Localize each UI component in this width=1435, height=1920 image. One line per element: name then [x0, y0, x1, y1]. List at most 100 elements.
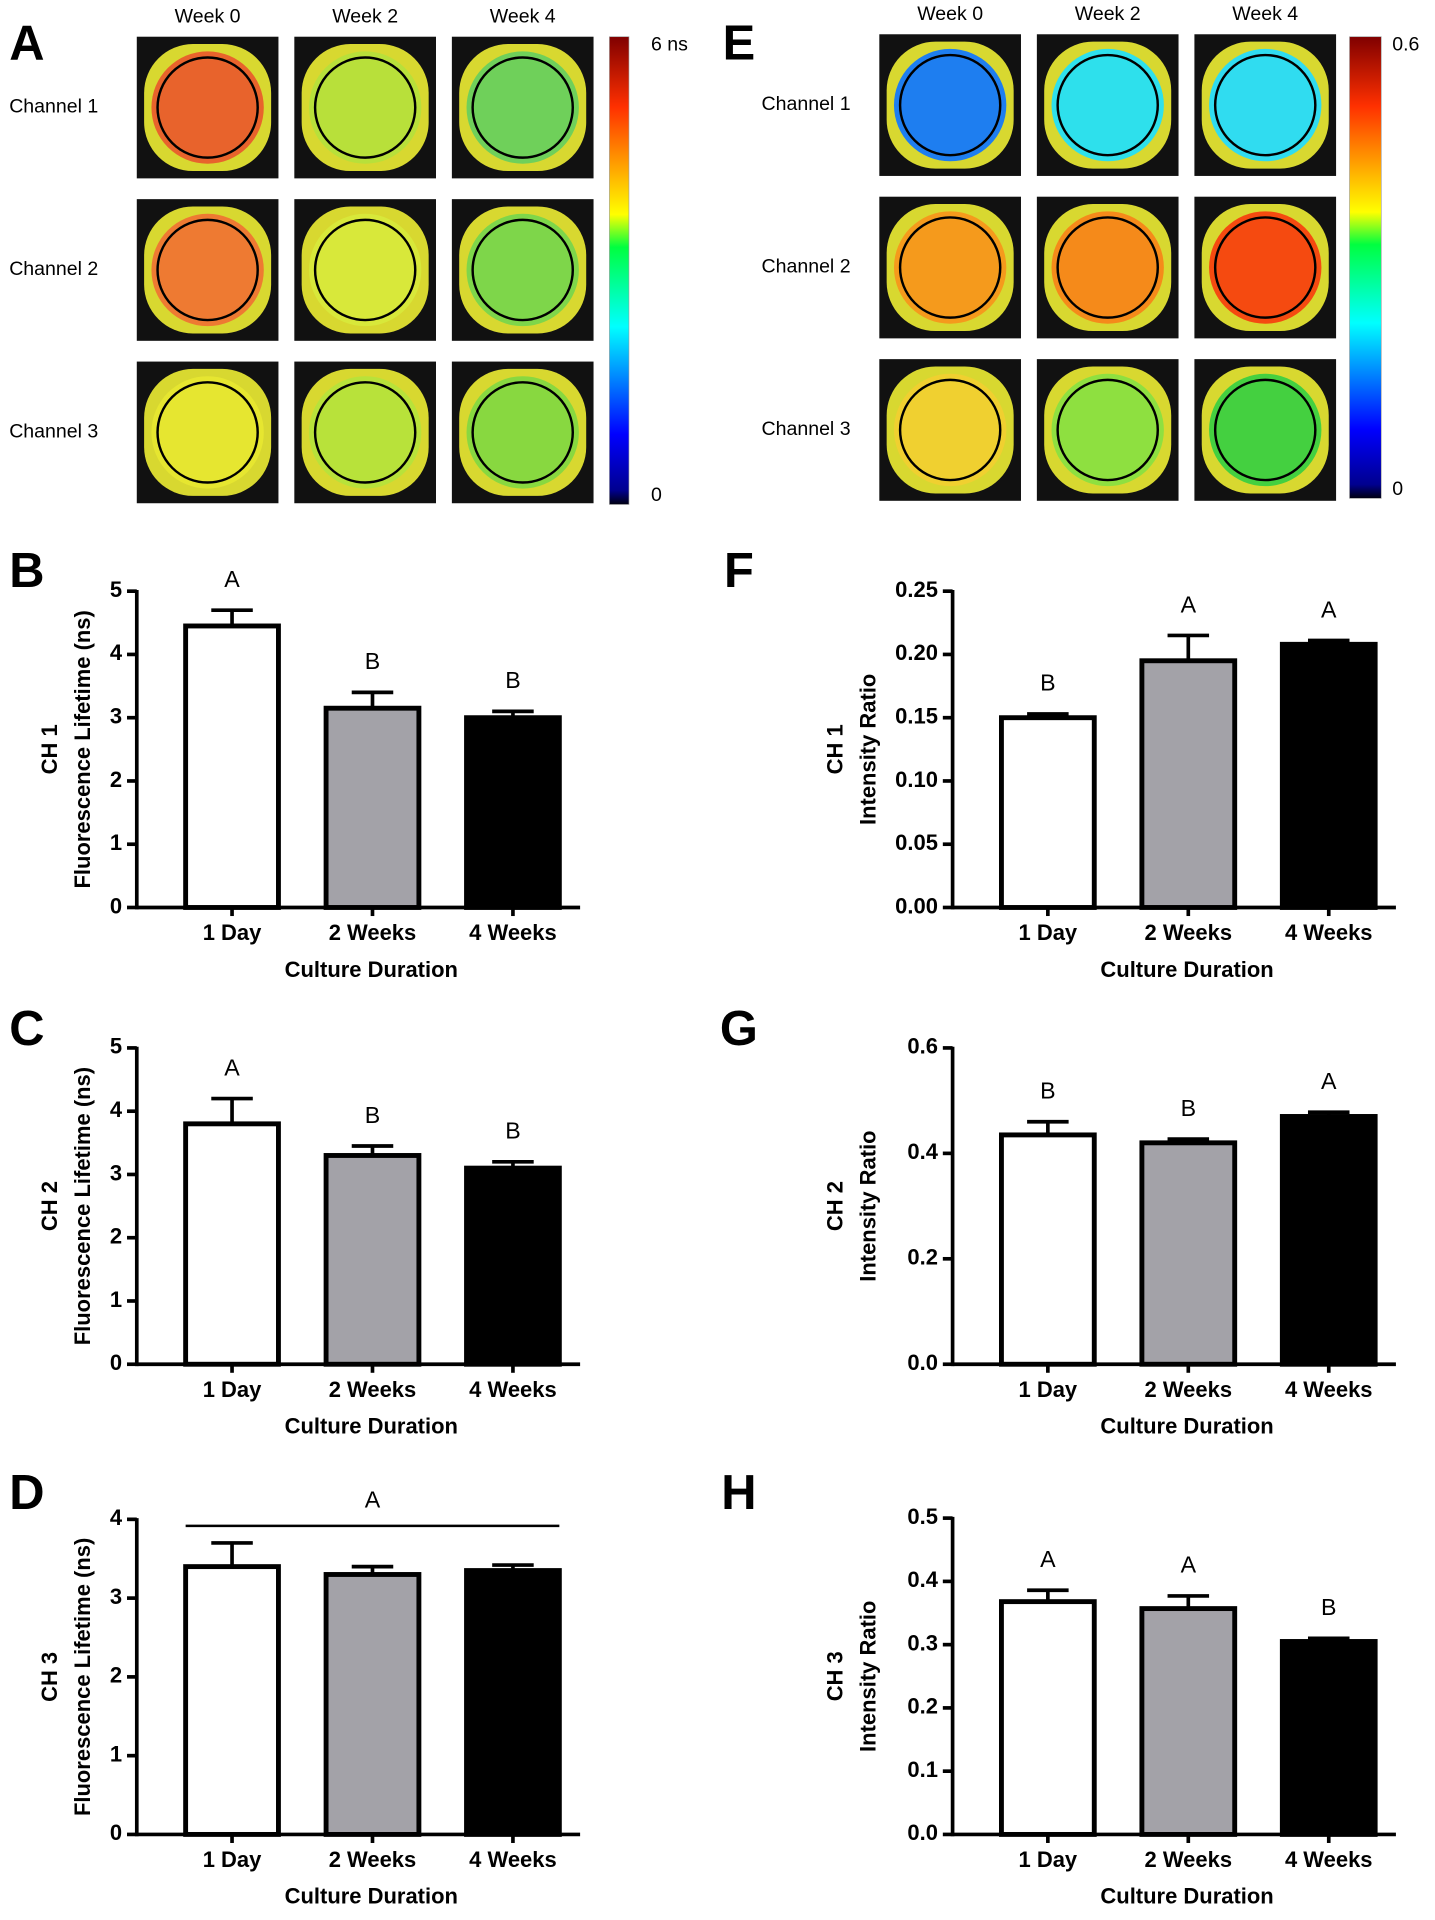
y-axis-label: CH 1	[37, 724, 62, 774]
colorbar-min-label: 0	[1392, 478, 1403, 500]
y-tick-label: 2	[110, 1663, 122, 1688]
significance-letter: B	[505, 667, 520, 693]
roi-circle	[313, 218, 417, 322]
bar	[183, 1564, 281, 1837]
sample-core	[151, 376, 264, 489]
y-axis-label: CH 3	[37, 1652, 62, 1702]
roi-circle	[471, 381, 575, 484]
x-tick-label: 1 Day	[1019, 920, 1078, 945]
y-tick-label: 3	[110, 1584, 122, 1609]
sample-core	[466, 213, 579, 327]
x-axis-label: Culture Duration	[1100, 957, 1273, 982]
x-tick-label: 1 Day	[1019, 1377, 1078, 1402]
y-axis-label: CH 2	[37, 1181, 62, 1231]
significance-letter: B	[1040, 1078, 1055, 1104]
row-label: Channel 2	[9, 258, 98, 280]
significance-letter: B	[1040, 670, 1055, 696]
bar	[323, 1153, 422, 1367]
sample-core	[893, 48, 1007, 162]
sample-core	[1051, 48, 1164, 162]
x-axis-label: Culture Duration	[285, 1884, 458, 1909]
x-tick-label: 2 Weeks	[329, 920, 417, 945]
x-tick-label: 4 Weeks	[469, 920, 557, 945]
colorbar-max-label: 0.6	[1392, 33, 1419, 55]
roi-circle	[1213, 378, 1317, 482]
roi-circle	[313, 381, 417, 484]
x-tick-label: 4 Weeks	[1285, 1847, 1373, 1872]
y-tick-label: 0.0	[907, 1820, 938, 1845]
bar	[1279, 1114, 1378, 1367]
panel-label: F	[724, 544, 754, 598]
y-tick-label: 0.20	[895, 640, 938, 665]
significance-letter: B	[505, 1118, 520, 1144]
panel-label: D	[9, 1466, 44, 1520]
significance-letter: A	[1181, 591, 1197, 617]
y-axis-label: Fluorescence Lifetime (ns)	[70, 1538, 95, 1816]
significance-letter: B	[365, 648, 380, 674]
sample-core	[308, 51, 422, 164]
significance-letter: A	[1321, 596, 1337, 622]
bar	[464, 1165, 562, 1367]
sample-core	[466, 51, 579, 164]
y-tick-label: 0.6	[907, 1034, 938, 1059]
significance-letter: A	[365, 1487, 381, 1513]
column-label: Week 4	[490, 5, 556, 27]
x-tick-label: 1 Day	[203, 920, 262, 945]
y-axis-label: Intensity Ratio	[855, 674, 880, 825]
y-tick-label: 1	[110, 1741, 122, 1766]
y-tick-label: 0	[110, 1820, 122, 1845]
row-label: Channel 1	[762, 93, 851, 115]
sample-core	[1051, 211, 1164, 324]
y-axis-label: CH 1	[822, 724, 847, 774]
y-tick-label: 0.10	[895, 767, 938, 792]
x-tick-label: 2 Weeks	[329, 1847, 417, 1872]
bar	[183, 1121, 281, 1367]
y-tick-label: 1	[110, 830, 122, 855]
y-tick-label: 0.2	[907, 1245, 938, 1270]
bar	[464, 1568, 562, 1837]
significance-letter: A	[224, 1054, 240, 1080]
panel-label: B	[9, 544, 44, 598]
roi-circle	[898, 378, 1002, 482]
panel-label: H	[721, 1466, 756, 1520]
x-tick-label: 2 Weeks	[329, 1377, 417, 1402]
x-tick-label: 2 Weeks	[1145, 920, 1233, 945]
bar	[1139, 658, 1238, 910]
roi-circle	[471, 218, 575, 322]
roi-circle	[898, 53, 1002, 157]
y-tick-label: 0.25	[895, 577, 938, 602]
y-tick-label: 0.1	[907, 1757, 938, 1782]
x-axis-label: Culture Duration	[1100, 1884, 1273, 1909]
y-tick-label: 1	[110, 1287, 122, 1312]
column-label: Week 4	[1232, 3, 1298, 25]
sample-core	[151, 213, 264, 327]
y-tick-label: 5	[110, 577, 122, 602]
panel-label: C	[9, 1002, 44, 1056]
y-tick-label: 0	[110, 1350, 122, 1375]
y-axis-label: Fluorescence Lifetime (ns)	[70, 1067, 95, 1345]
sample-core	[308, 376, 422, 489]
bar	[464, 715, 562, 910]
y-tick-label: 4	[110, 640, 123, 665]
sample-core	[1051, 373, 1164, 487]
x-tick-label: 1 Day	[203, 1847, 262, 1872]
row-label: Channel 2	[762, 256, 851, 278]
significance-letter: A	[1040, 1546, 1056, 1572]
y-tick-label: 0.0	[907, 1350, 938, 1375]
sample-core	[893, 373, 1007, 487]
x-tick-label: 2 Weeks	[1145, 1847, 1233, 1872]
colorbar-max-label: 6 ns	[651, 33, 688, 55]
colorbar	[609, 36, 630, 505]
sample-core	[1209, 373, 1322, 487]
x-tick-label: 4 Weeks	[469, 1377, 557, 1402]
x-tick-label: 4 Weeks	[469, 1847, 557, 1872]
significance-letter: B	[1181, 1095, 1196, 1121]
significance-letter: B	[1321, 1594, 1336, 1620]
y-tick-label: 0	[110, 893, 122, 918]
y-tick-label: 0.5	[907, 1504, 938, 1529]
sample-core	[1209, 48, 1322, 162]
x-tick-label: 4 Weeks	[1285, 1377, 1373, 1402]
roi-circle	[313, 56, 417, 159]
sample-core	[308, 213, 422, 327]
